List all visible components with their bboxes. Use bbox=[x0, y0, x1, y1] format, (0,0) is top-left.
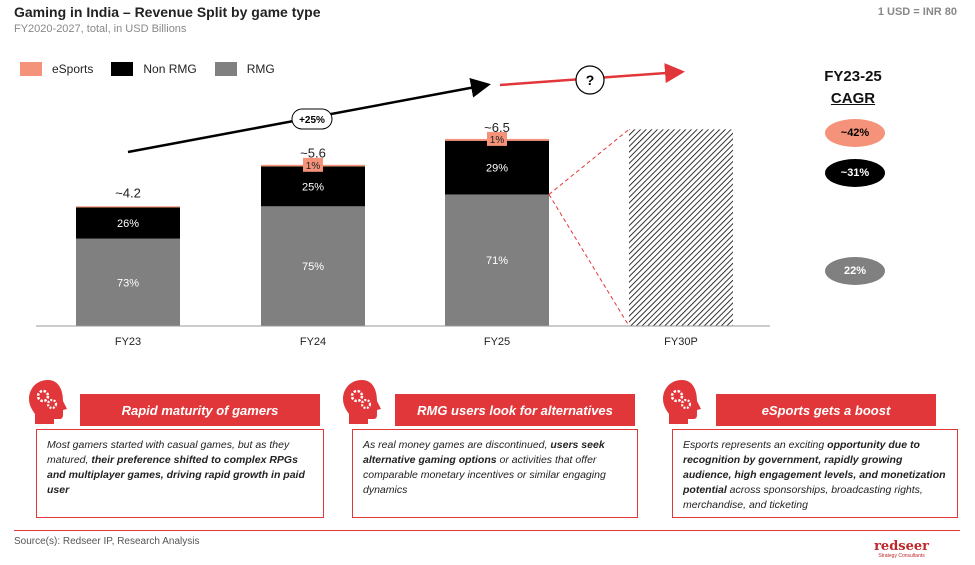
bar-non-rmg-fy24 bbox=[261, 166, 365, 207]
data-label-esports-fy24: 1% bbox=[306, 161, 321, 172]
data-label-esports-fy25: 1% bbox=[490, 135, 505, 146]
card-title-rmg-alternatives: RMG users look for alternatives bbox=[395, 394, 635, 426]
x-tick-label-fy25: FY25 bbox=[484, 336, 510, 348]
chart-legend: eSports Non RMG RMG bbox=[20, 62, 293, 76]
bar-projection-fy30p bbox=[629, 129, 733, 326]
card-body-esports-boost: Esports represents an exciting opportuni… bbox=[672, 429, 958, 518]
esports-label-box-fy25 bbox=[487, 131, 507, 146]
cagr-pill-esports: ~42% bbox=[825, 119, 885, 147]
head-gears-icon bbox=[29, 380, 67, 424]
bar-rmg-fy25 bbox=[445, 194, 549, 326]
question-badge bbox=[575, 65, 605, 95]
footer-divider bbox=[14, 530, 960, 531]
legend-item-rmg: RMG bbox=[214, 62, 275, 76]
bar-rmg-fy24 bbox=[261, 206, 365, 326]
legend-swatch-non-rmg bbox=[111, 62, 134, 76]
total-label-fy24: ~5.6 bbox=[300, 145, 326, 160]
brand-logo: redseer Strategy Consultants bbox=[874, 539, 929, 559]
source-note: Source(s): Redseer IP, Research Analysis bbox=[14, 536, 200, 547]
growth-label: +25% bbox=[299, 115, 325, 126]
bar-esports-fy23 bbox=[76, 206, 180, 208]
head-gears-icon bbox=[343, 380, 381, 424]
cagr-title: FY23-25 CAGR bbox=[808, 66, 898, 110]
cagr-pill-rmg: 22% bbox=[825, 257, 885, 285]
legend-swatch-esports bbox=[20, 62, 42, 76]
card-body-rmg-alternatives: As real money games are discontinued, us… bbox=[352, 429, 638, 518]
bar-non-rmg-fy25 bbox=[445, 140, 549, 195]
bar-rmg-fy23 bbox=[76, 238, 180, 326]
legend-swatch-rmg bbox=[214, 62, 237, 76]
currency-note: 1 USD = INR 80 bbox=[877, 6, 957, 18]
logo-subtext: Strategy Consultants bbox=[878, 553, 925, 559]
cagr-pill-non-rmg: ~31% bbox=[825, 159, 885, 187]
question-label: ? bbox=[586, 72, 595, 88]
legend-label-esports: eSports bbox=[52, 62, 94, 76]
total-label-fy25: ~6.5 bbox=[484, 120, 510, 135]
logo-text: redseer bbox=[874, 539, 929, 554]
data-label-non-rmg-fy24: 25% bbox=[302, 181, 324, 193]
total-label-fy23: ~4.2 bbox=[115, 185, 141, 200]
card-body-rapid-maturity: Most gamers started with casual games, b… bbox=[36, 429, 324, 518]
stacked-bar-chart: FY2373%26%~4.2FY2475%25%1%~5.6FY2571%29%… bbox=[36, 63, 770, 348]
x-tick-label-fy24: FY24 bbox=[300, 336, 326, 348]
page-subtitle: FY2020-2027, total, in USD Billions bbox=[14, 23, 187, 35]
data-label-rmg-fy23: 73% bbox=[117, 277, 139, 289]
page-title: Gaming in India – Revenue Split by game … bbox=[14, 4, 321, 20]
growth-badge bbox=[291, 108, 333, 130]
x-tick-label-fy30p: FY30P bbox=[664, 336, 698, 348]
data-label-rmg-fy24: 75% bbox=[302, 261, 324, 273]
cagr-title-line1: FY23-25 bbox=[824, 68, 882, 85]
projection-guide-top bbox=[548, 128, 630, 195]
head-gears-icon bbox=[663, 380, 701, 424]
card-title-esports-boost: eSports gets a boost bbox=[716, 394, 936, 426]
bar-non-rmg-fy23 bbox=[76, 207, 180, 239]
projection-guide-bottom bbox=[548, 194, 630, 327]
legend-item-non-rmg: Non RMG bbox=[111, 62, 197, 76]
data-label-rmg-fy25: 71% bbox=[486, 255, 508, 267]
legend-label-rmg: RMG bbox=[246, 62, 275, 76]
data-label-non-rmg-fy25: 29% bbox=[486, 163, 508, 175]
legend-label-non-rmg: Non RMG bbox=[143, 62, 197, 76]
cagr-title-line2: CAGR bbox=[830, 90, 876, 107]
esports-label-box-fy24 bbox=[303, 157, 323, 172]
card-title-rapid-maturity: Rapid maturity of gamers bbox=[80, 394, 320, 426]
legend-item-esports: eSports bbox=[20, 62, 93, 76]
data-label-non-rmg-fy23: 26% bbox=[117, 218, 139, 230]
x-tick-label-fy23: FY23 bbox=[115, 336, 141, 348]
